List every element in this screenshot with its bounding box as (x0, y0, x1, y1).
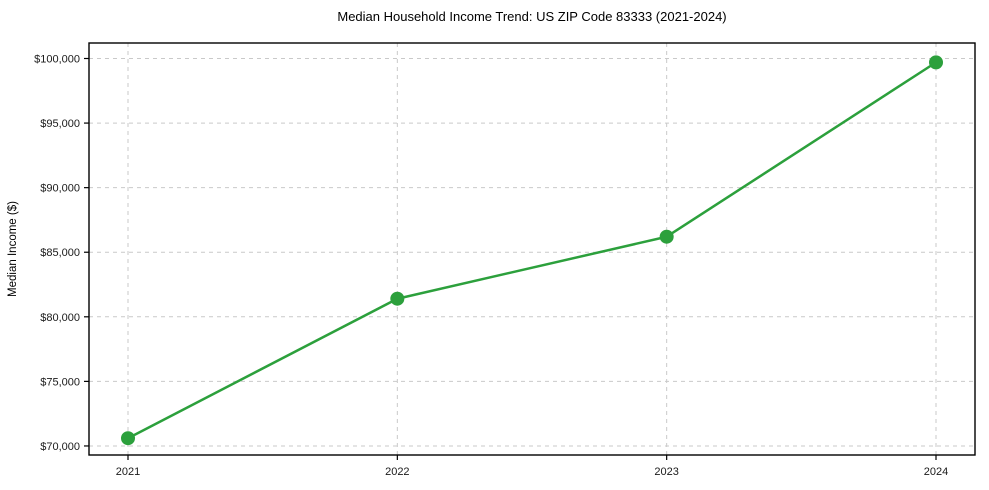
y-tick-label: $70,000 (40, 441, 80, 453)
chart-title: Median Household Income Trend: US ZIP Co… (337, 9, 726, 24)
plot-area: $70,000 $75,000 $80,000 $85,000 $90,000 $95,0… (34, 42, 976, 478)
plot-border (88, 42, 976, 456)
x-tick-label: 2023 (654, 466, 678, 478)
y-tick-label: $95,000 (40, 118, 80, 130)
trend-line (126, 61, 938, 440)
x-tick-label: 2021 (116, 466, 140, 478)
x-tick-label: 2024 (924, 466, 948, 478)
y-tick-label: $100,000 (34, 53, 80, 65)
y-tick-label: $80,000 (40, 312, 80, 324)
y-tick-label: $75,000 (40, 376, 80, 388)
x-tick-label: 2022 (385, 466, 409, 478)
y-tick-label: $85,000 (40, 247, 80, 259)
data-point-2024 (929, 55, 943, 70)
y-tick-label: $90,000 (40, 183, 80, 195)
data-point-2022 (390, 291, 405, 306)
y-axis-label: Median Income ($) (7, 201, 19, 297)
data-point-2023 (659, 229, 674, 244)
data-point-2021 (121, 431, 135, 446)
